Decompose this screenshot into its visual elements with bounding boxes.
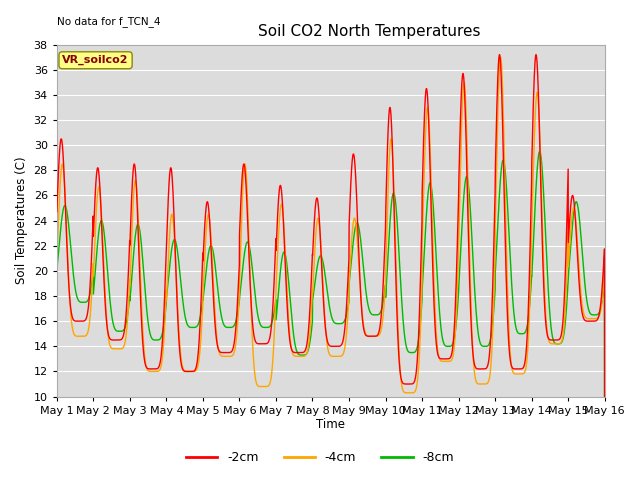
- Text: VR_soilco2: VR_soilco2: [62, 55, 129, 65]
- Line: -4cm: -4cm: [57, 57, 605, 480]
- -4cm: [287, 341, 294, 347]
- Line: -2cm: -2cm: [57, 55, 605, 480]
- -8cm: [53, 267, 61, 273]
- -2cm: [263, 341, 271, 347]
- -4cm: [263, 384, 271, 389]
- -4cm: [590, 316, 598, 322]
- -8cm: [531, 207, 539, 213]
- -8cm: [148, 336, 156, 341]
- Legend: -2cm, -4cm, -8cm: -2cm, -4cm, -8cm: [181, 446, 459, 469]
- X-axis label: Time: Time: [316, 419, 345, 432]
- Y-axis label: Soil Temperatures (C): Soil Temperatures (C): [15, 157, 28, 284]
- -4cm: [115, 346, 123, 352]
- -2cm: [590, 318, 598, 324]
- -4cm: [148, 369, 156, 374]
- Line: -8cm: -8cm: [57, 151, 605, 480]
- -8cm: [287, 302, 294, 308]
- -2cm: [531, 61, 539, 67]
- -8cm: [536, 148, 543, 154]
- -2cm: [53, 209, 61, 215]
- -2cm: [148, 366, 156, 372]
- -2cm: [115, 337, 123, 343]
- -2cm: [532, 52, 540, 58]
- -2cm: [287, 343, 294, 348]
- Title: Soil CO2 North Temperatures: Soil CO2 North Temperatures: [258, 24, 481, 39]
- -8cm: [115, 328, 123, 334]
- -4cm: [497, 54, 504, 60]
- -8cm: [590, 312, 598, 318]
- -8cm: [263, 324, 271, 330]
- -4cm: [531, 115, 539, 121]
- -4cm: [53, 257, 61, 263]
- Text: No data for f_TCN_4: No data for f_TCN_4: [57, 16, 161, 27]
